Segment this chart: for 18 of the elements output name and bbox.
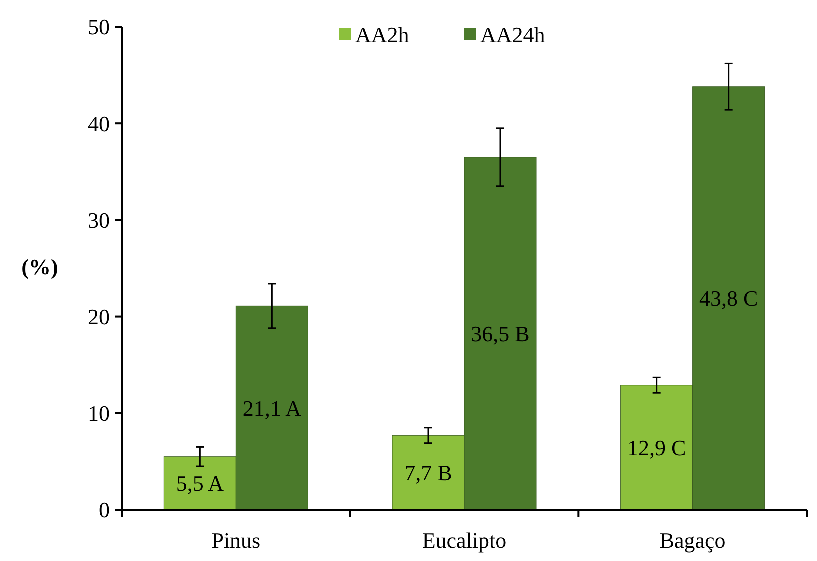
legend-label: AA2h [356,22,410,48]
y-tick-label: 10 [88,401,110,426]
data-label: 21,1 A [242,396,302,421]
y-tick-label: 50 [88,14,110,40]
y-tick-label: 30 [88,208,110,233]
y-tick-label: 40 [88,111,110,136]
data-label: 36,5 B [471,321,530,346]
x-tick-label: Bagaço [660,528,726,553]
y-tick-label: 20 [88,304,110,330]
y-tick-label: 0 [99,498,110,523]
x-tick-label: Pinus [212,528,261,553]
data-label: 43,8 C [699,286,758,312]
y-axis-title: (%) [22,254,58,280]
data-label: 5,5 A [176,471,224,496]
data-label: 7,7 B [404,460,452,486]
data-label: 12,9 C [627,435,686,460]
legend-label: AA24h [480,22,546,48]
x-tick-label: Eucalipto [422,528,507,553]
